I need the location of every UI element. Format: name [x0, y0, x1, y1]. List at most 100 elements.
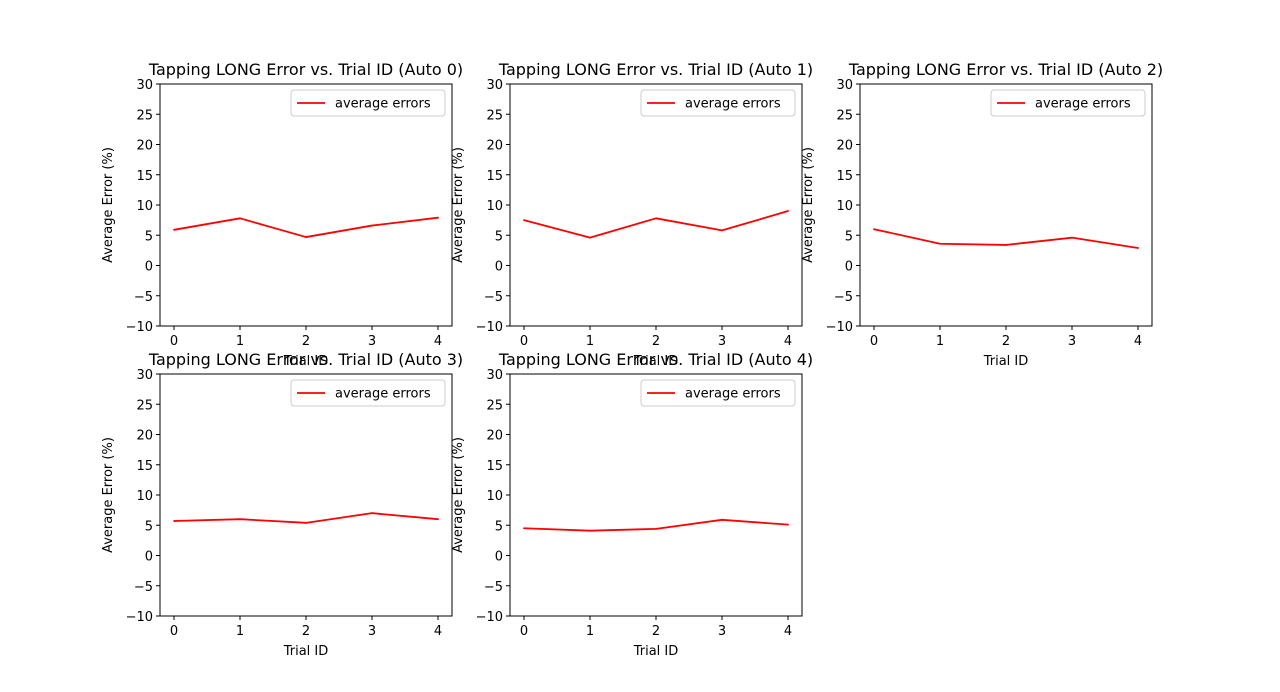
plot-area: [859, 83, 1153, 327]
y-tick-label: −10: [476, 610, 503, 625]
data-point: [437, 216, 439, 219]
x-tick-label: 4: [434, 334, 442, 349]
legend-box: [990, 89, 1146, 117]
y-tick-label: 30: [486, 78, 503, 93]
x-tick-label: 0: [520, 624, 528, 639]
y-tick-label: −10: [126, 610, 153, 625]
y-tick-label: 25: [836, 108, 853, 123]
legend: average errors: [640, 89, 796, 117]
x-tick-label: 0: [870, 334, 878, 349]
x-axis-label: Trial ID: [283, 644, 329, 659]
y-tick-label: 10: [136, 489, 153, 504]
x-tick-label: 2: [1002, 334, 1010, 349]
chart-title: Tapping LONG Error vs. Trial ID (Auto 3): [148, 350, 463, 369]
data-point: [655, 527, 657, 530]
y-tick-label: 0: [845, 260, 853, 275]
y-tick-label: 10: [486, 199, 503, 214]
data-point: [655, 217, 657, 220]
y-tick-label: 15: [486, 169, 503, 184]
plot-area: [159, 373, 453, 617]
data-point: [939, 242, 941, 245]
chart-title: Tapping LONG Error vs. Trial ID (Auto 1): [498, 60, 813, 79]
x-tick-label: 1: [586, 624, 594, 639]
y-axis-label: Average Error (%): [451, 147, 466, 263]
y-tick-label: −5: [484, 580, 503, 595]
legend-label: average errors: [335, 387, 431, 402]
y-tick-label: 20: [136, 139, 153, 154]
legend-box: [290, 89, 446, 117]
y-tick-label: 10: [136, 199, 153, 214]
legend-box: [290, 379, 446, 407]
legend-label: average errors: [685, 387, 781, 402]
data-point: [523, 219, 525, 222]
data-point: [239, 217, 241, 220]
y-tick-label: 25: [486, 398, 503, 413]
x-tick-label: 2: [302, 624, 310, 639]
data-point: [305, 236, 307, 238]
y-tick-label: −5: [484, 290, 503, 305]
x-tick-label: 2: [652, 624, 660, 639]
y-tick-label: 25: [136, 108, 153, 123]
y-tick-label: 0: [145, 550, 153, 565]
y-tick-label: 15: [836, 169, 853, 184]
y-tick-label: −10: [126, 320, 153, 335]
y-tick-label: 20: [486, 139, 503, 154]
y-tick-label: 0: [495, 550, 503, 565]
y-tick-label: 15: [136, 459, 153, 474]
data-point: [721, 229, 723, 232]
plot-area: [509, 83, 803, 327]
x-axis-label: Trial ID: [983, 354, 1029, 369]
data-point: [589, 236, 591, 239]
y-tick-label: 5: [145, 519, 153, 534]
y-tick-label: 25: [486, 108, 503, 123]
data-point: [305, 521, 307, 524]
y-tick-label: −5: [834, 290, 853, 305]
x-tick-label: 3: [368, 624, 376, 639]
x-axis-label: Trial ID: [633, 354, 679, 369]
x-tick-label: 4: [434, 624, 442, 639]
y-tick-label: 10: [836, 199, 853, 214]
data-point: [371, 224, 373, 227]
data-point: [1005, 244, 1007, 246]
x-tick-label: 0: [170, 334, 178, 349]
x-tick-label: 2: [652, 334, 660, 349]
data-point: [721, 518, 723, 521]
x-tick-label: 1: [236, 334, 244, 349]
subplot-0: Tapping LONG Error vs. Trial ID (Auto 0)…: [101, 60, 463, 369]
subplot-1: Tapping LONG Error vs. Trial ID (Auto 1)…: [451, 60, 813, 369]
x-tick-label: 0: [520, 334, 528, 349]
y-tick-label: 30: [136, 78, 153, 93]
y-tick-label: 0: [145, 260, 153, 275]
legend: average errors: [290, 379, 446, 407]
legend-box: [640, 89, 796, 117]
data-point: [523, 527, 525, 530]
data-point: [239, 518, 241, 521]
subplot-3: Tapping LONG Error vs. Trial ID (Auto 3)…: [101, 350, 463, 659]
legend-box: [640, 379, 796, 407]
data-point: [437, 518, 439, 521]
y-tick-label: 20: [136, 429, 153, 444]
x-axis-label: Trial ID: [633, 644, 679, 659]
legend: average errors: [290, 89, 446, 117]
y-axis-label: Average Error (%): [101, 437, 116, 553]
x-tick-label: 4: [784, 624, 792, 639]
y-tick-label: 5: [495, 229, 503, 244]
legend-label: average errors: [685, 97, 781, 112]
y-tick-label: 5: [495, 519, 503, 534]
legend-label: average errors: [335, 97, 431, 112]
series-line-0: [173, 216, 439, 238]
data-point: [1071, 236, 1073, 239]
x-axis-label: Trial ID: [283, 354, 329, 369]
y-tick-label: 10: [486, 489, 503, 504]
data-point: [589, 529, 591, 532]
x-tick-label: 3: [368, 334, 376, 349]
x-tick-label: 3: [718, 334, 726, 349]
series-line-0: [523, 210, 789, 239]
y-tick-label: 30: [486, 368, 503, 383]
y-tick-label: 20: [486, 429, 503, 444]
data-point: [371, 512, 373, 515]
x-tick-label: 1: [936, 334, 944, 349]
y-tick-label: 5: [145, 229, 153, 244]
subplot-2: Tapping LONG Error vs. Trial ID (Auto 2)…: [801, 60, 1163, 369]
y-tick-label: 5: [845, 229, 853, 244]
